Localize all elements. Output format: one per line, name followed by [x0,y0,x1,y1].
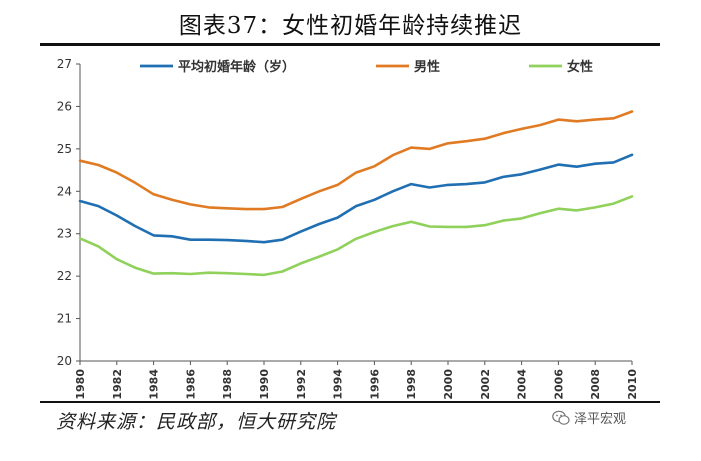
series-line [78,153,634,244]
y-tick-label: 20 [57,354,72,368]
series-line [78,110,634,211]
x-tick-label: 2000 [442,369,455,400]
wechat-icon [552,410,570,425]
y-tick-label: 23 [57,227,72,241]
x-tick-label: 1980 [74,369,87,400]
series-line [78,195,634,277]
y-tick-label: 25 [57,142,72,156]
x-tick-label: 1996 [368,369,381,400]
y-tick-label: 26 [57,99,72,113]
x-tick-label: 1994 [332,369,345,400]
legend-label: 男性 [414,59,440,75]
watermark-text: 泽平宏观 [574,412,627,427]
legend-label: 女性 [567,59,593,75]
line-chart: 20 21 22 23 24 25 26 27 1980 1982 1984 1986 1988 1990… [57,57,639,400]
x-tick-label: 2010 [626,369,639,400]
y-tick-label: 22 [57,269,72,283]
y-tick-label: 24 [57,184,72,198]
x-tick-label: 2006 [552,369,565,400]
x-tick-label: 1998 [405,369,418,400]
top-rule [40,43,660,46]
watermark: 泽平宏观 [552,408,626,427]
x-tick-label: 2008 [589,369,602,400]
bottom-rule [40,401,660,403]
legend-label: 平均初婚年龄（岁） [178,59,295,75]
x-tick-label: 1988 [221,369,234,400]
x-tick-label: 2002 [479,369,492,400]
x-tick-label: 1982 [111,369,124,400]
x-tick-label: 2004 [516,369,529,400]
source-note: 资料来源：民政部，恒大研究院 [56,411,337,433]
x-tick-label: 1986 [184,369,197,400]
y-tick-label: 27 [57,57,72,71]
x-tick-label: 1984 [148,369,161,400]
x-tick-label: 1992 [295,369,308,400]
chart-title: 图表37：女性初婚年龄持续推迟 [178,13,523,39]
x-tick-label: 1990 [258,369,271,400]
y-tick-label: 21 [57,312,72,326]
